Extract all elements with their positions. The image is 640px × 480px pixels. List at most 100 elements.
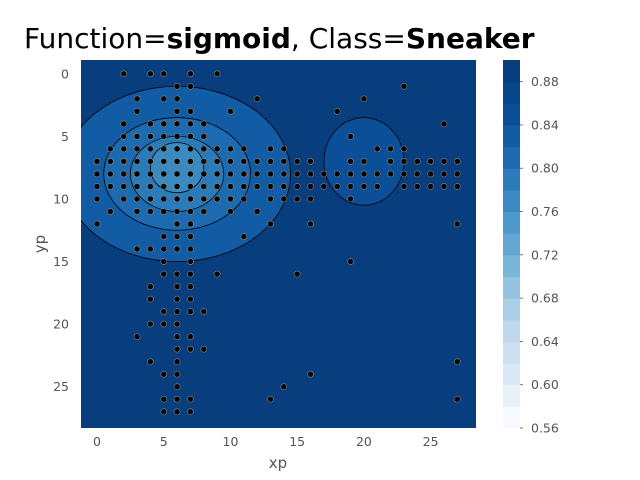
data-point bbox=[360, 183, 368, 190]
data-point bbox=[387, 145, 394, 153]
data-point bbox=[373, 145, 381, 153]
y-axis-label: yp bbox=[31, 235, 49, 253]
data-point bbox=[240, 145, 248, 153]
data-point bbox=[253, 170, 261, 178]
data-point bbox=[307, 370, 314, 378]
data-point bbox=[133, 183, 141, 190]
data-point bbox=[187, 208, 194, 215]
y-tick-label: 0 bbox=[61, 66, 69, 81]
data-point bbox=[93, 170, 101, 178]
data-point bbox=[173, 320, 181, 328]
data-point bbox=[454, 170, 461, 178]
x-tick-label: 10 bbox=[223, 434, 239, 449]
data-point bbox=[280, 183, 288, 190]
colorbar-segment bbox=[503, 276, 520, 299]
data-point bbox=[187, 295, 194, 303]
x-tick-label: 20 bbox=[356, 434, 372, 449]
data-point bbox=[133, 245, 141, 253]
x-tick-label: 0 bbox=[93, 434, 101, 449]
data-point bbox=[173, 158, 181, 165]
data-point bbox=[160, 320, 168, 328]
data-point bbox=[227, 208, 234, 215]
data-point bbox=[427, 158, 434, 165]
data-point bbox=[440, 170, 448, 178]
data-point bbox=[293, 158, 301, 165]
data-point bbox=[120, 70, 128, 78]
data-point bbox=[227, 170, 234, 178]
data-point bbox=[187, 145, 194, 153]
data-point bbox=[347, 258, 354, 265]
data-point bbox=[293, 270, 301, 278]
data-point bbox=[187, 258, 194, 265]
data-point bbox=[133, 158, 141, 165]
data-point bbox=[173, 358, 181, 365]
x-axis-ticks: 0 5 10 15 20 25 bbox=[93, 434, 439, 449]
colorbar-segment bbox=[503, 81, 520, 104]
colorbar-tick-label: 0.76 bbox=[531, 204, 559, 219]
data-point bbox=[187, 283, 194, 290]
data-point bbox=[213, 270, 221, 278]
data-point bbox=[173, 233, 181, 240]
data-point bbox=[120, 133, 128, 140]
data-point bbox=[187, 233, 194, 240]
data-point bbox=[173, 170, 181, 178]
data-point bbox=[160, 195, 168, 203]
data-point bbox=[120, 145, 128, 153]
data-point bbox=[280, 158, 288, 165]
data-point bbox=[427, 170, 434, 178]
data-point bbox=[400, 170, 408, 178]
colorbar-segment bbox=[503, 319, 520, 342]
data-point bbox=[373, 170, 381, 178]
colorbar-tick-label: 0.56 bbox=[531, 421, 559, 436]
data-point bbox=[213, 145, 221, 153]
data-point bbox=[280, 195, 288, 203]
data-point bbox=[93, 158, 101, 165]
data-point bbox=[160, 395, 168, 403]
data-point bbox=[187, 133, 194, 140]
data-point bbox=[187, 395, 194, 403]
data-point bbox=[200, 133, 208, 140]
data-point bbox=[240, 170, 248, 178]
data-point bbox=[267, 220, 274, 228]
data-point bbox=[187, 408, 194, 416]
colorbar: 0.56 0.60 0.64 0.68 0.72 0.76 0.80 0.84 0.88 bbox=[503, 60, 559, 436]
data-point bbox=[200, 345, 208, 353]
data-point bbox=[413, 170, 421, 178]
data-point bbox=[253, 158, 261, 165]
data-point bbox=[160, 408, 168, 416]
colorbar-segment bbox=[503, 168, 520, 191]
data-point bbox=[187, 270, 194, 278]
data-point bbox=[133, 95, 141, 103]
data-point bbox=[147, 358, 154, 365]
data-point bbox=[413, 158, 421, 165]
data-point bbox=[213, 170, 221, 178]
data-point bbox=[320, 170, 328, 178]
data-point bbox=[454, 183, 461, 190]
data-point bbox=[440, 183, 448, 190]
data-point bbox=[160, 208, 168, 215]
data-point bbox=[187, 220, 194, 228]
data-point bbox=[253, 95, 261, 103]
data-point bbox=[240, 158, 248, 165]
data-point bbox=[333, 183, 341, 190]
data-point bbox=[213, 158, 221, 165]
colorbar-tick-label: 0.64 bbox=[531, 334, 559, 349]
data-point bbox=[173, 120, 181, 128]
data-point bbox=[227, 145, 234, 153]
y-tick-label: 25 bbox=[53, 379, 69, 394]
colorbar-segment bbox=[503, 60, 520, 83]
data-point bbox=[173, 82, 181, 90]
data-point bbox=[307, 170, 314, 178]
data-point bbox=[360, 95, 368, 103]
data-point bbox=[240, 183, 248, 190]
data-point bbox=[347, 183, 354, 190]
data-point bbox=[173, 283, 181, 290]
data-point bbox=[160, 183, 168, 190]
data-point bbox=[227, 183, 234, 190]
data-point bbox=[200, 120, 208, 128]
data-point bbox=[160, 233, 168, 240]
data-point bbox=[173, 270, 181, 278]
data-point bbox=[133, 333, 141, 340]
colorbar-tick-label: 0.60 bbox=[531, 377, 559, 392]
data-point bbox=[187, 120, 194, 128]
